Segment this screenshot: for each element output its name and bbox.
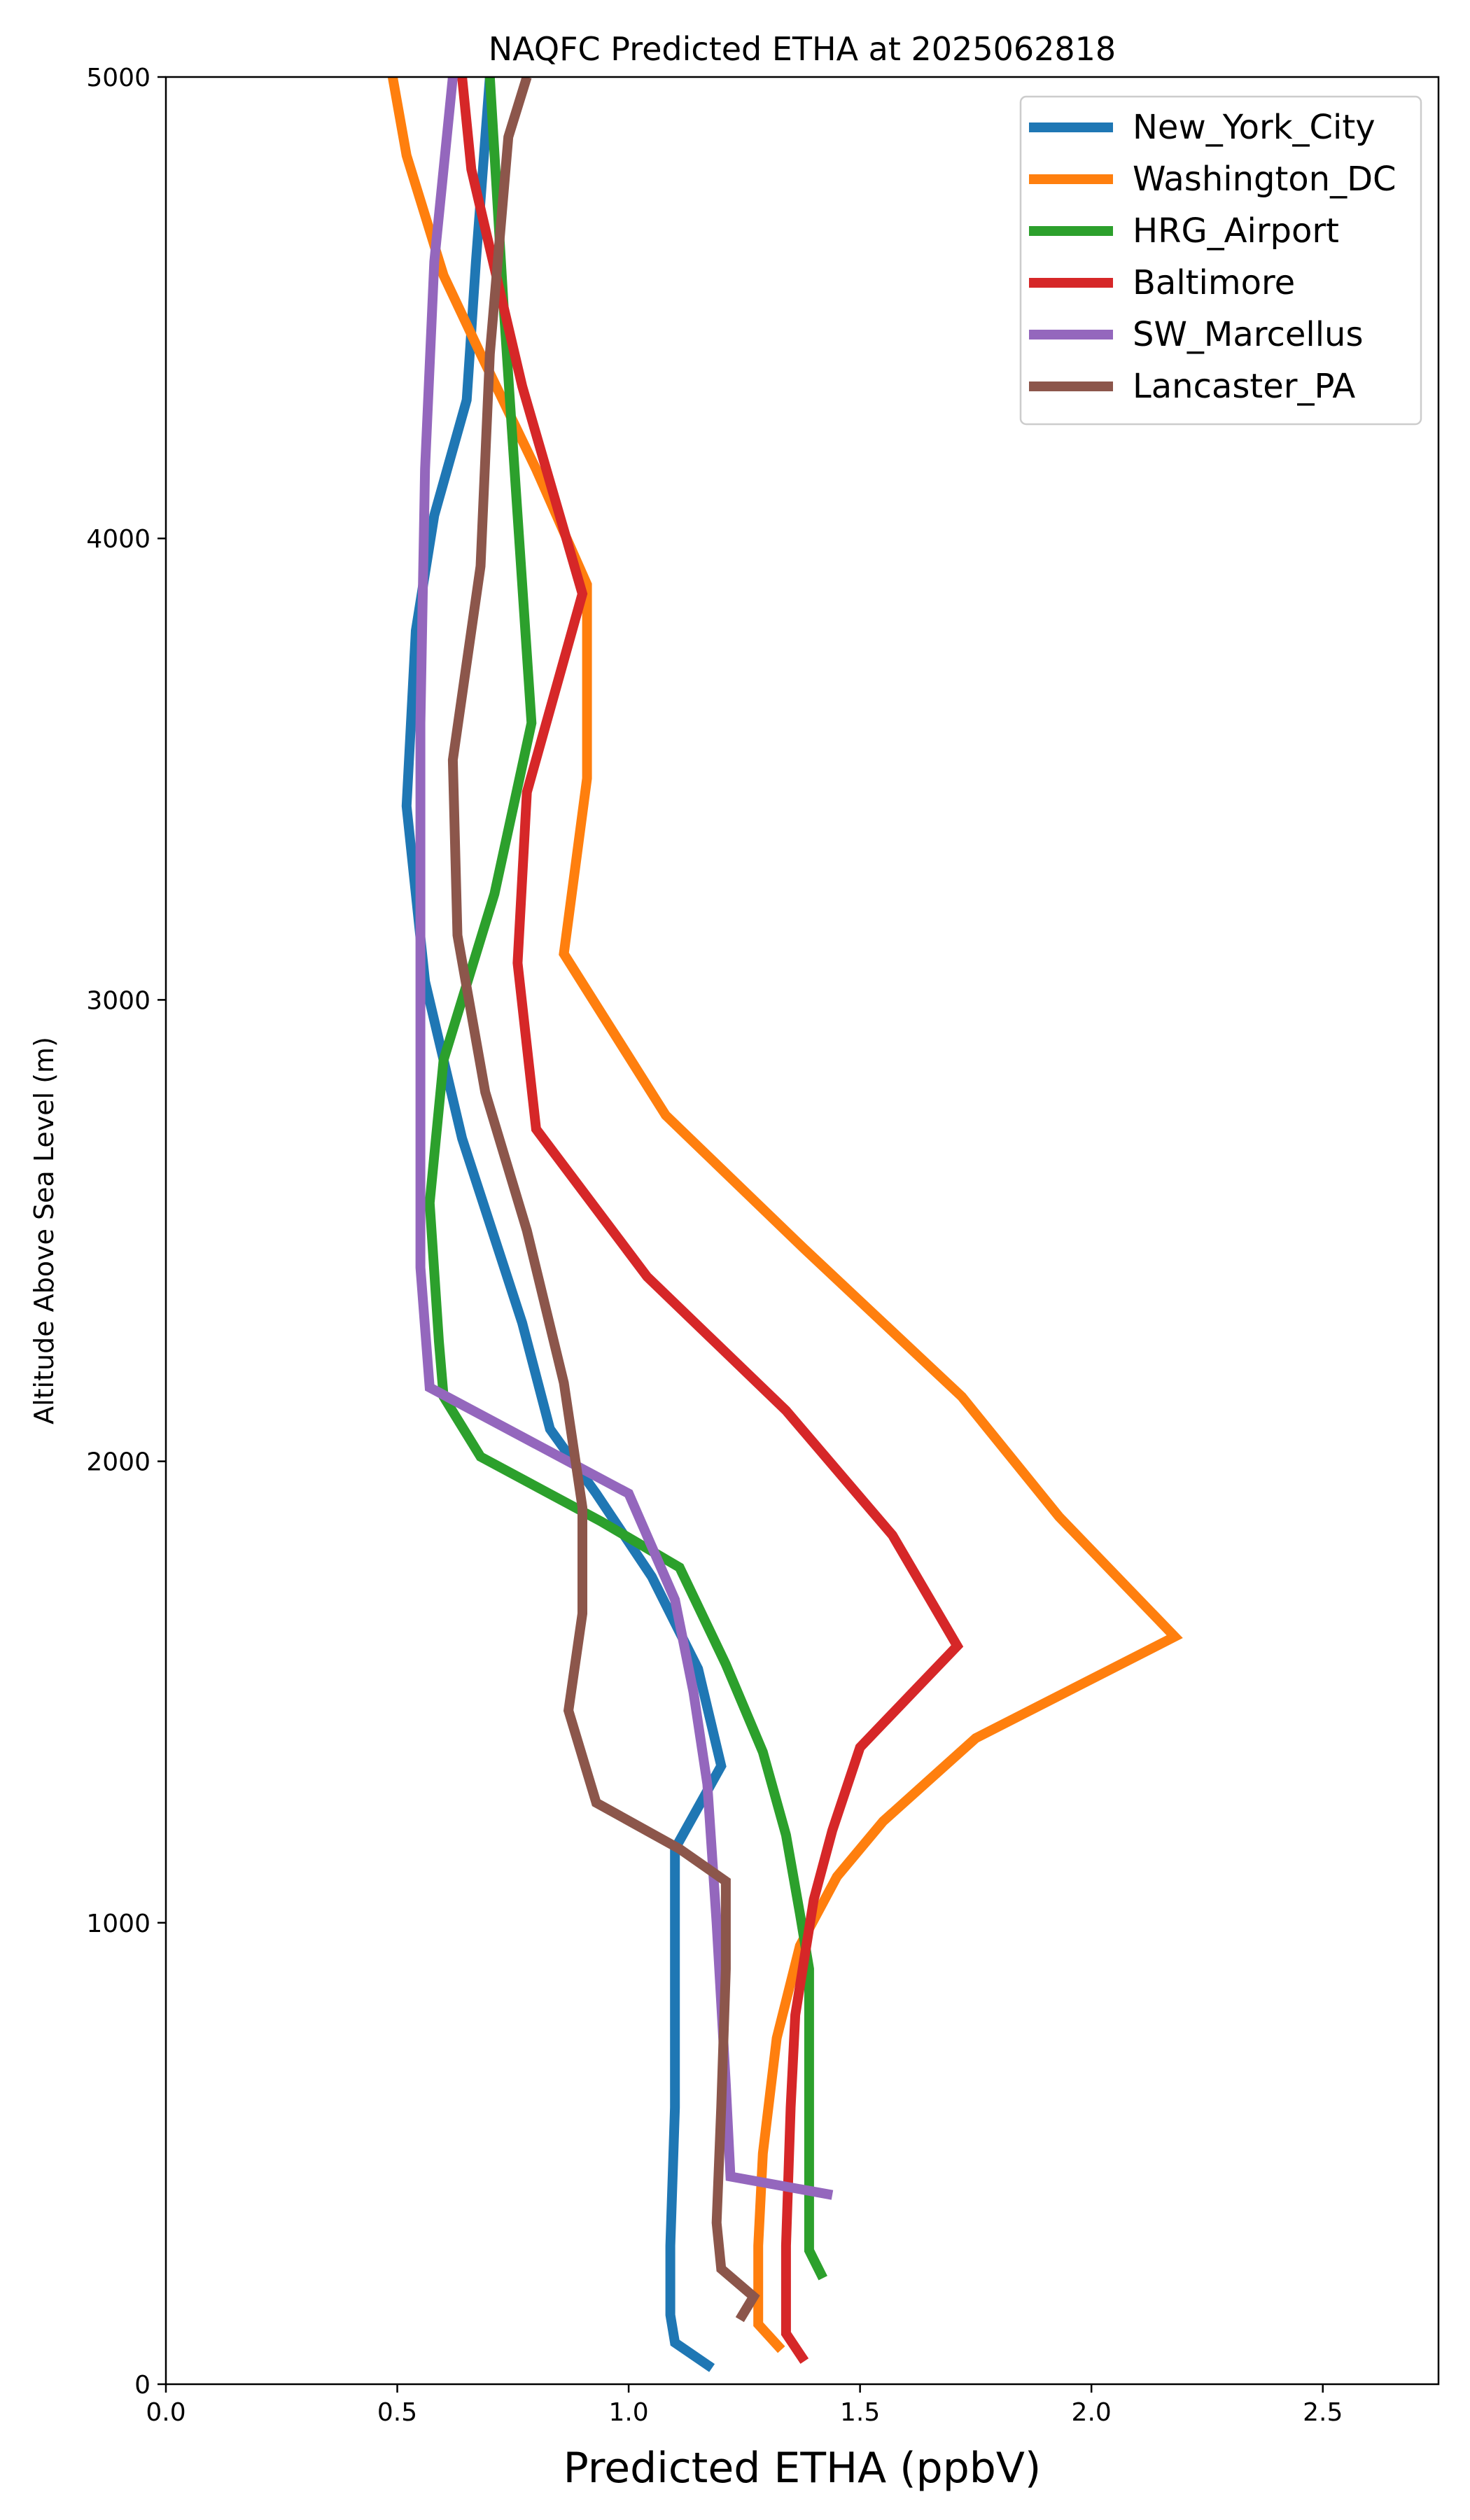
y-tick-label: 1000	[86, 1910, 150, 1938]
x-tick-label: 2.0	[1072, 2398, 1112, 2427]
x-axis-ticks: 0.0 0.5 1.0 1.5 2.0 2.5	[146, 2384, 1343, 2427]
y-tick-label: 0	[134, 2371, 150, 2400]
y-axis-ticks: 0 1000 2000 3000 4000 5000	[86, 64, 166, 2400]
legend-label: Lancaster_PA	[1133, 367, 1355, 406]
x-tick-label: 1.5	[840, 2398, 880, 2427]
series-line-baltimore	[457, 77, 964, 2364]
legend: New_York_City Washington_DC HRG_Airport Bal…	[1019, 95, 1422, 426]
series-layer	[388, 77, 1183, 2372]
x-tick-label: 0.5	[377, 2398, 417, 2427]
plot-frame	[164, 76, 1440, 2386]
x-tick-label: 2.5	[1303, 2398, 1343, 2427]
x-axis-title: Predicted ETHA (ppbV)	[564, 2444, 1042, 2493]
legend-label: New_York_City	[1133, 108, 1376, 147]
legend-box	[1019, 95, 1422, 426]
y-tick-label: 2000	[86, 1448, 150, 1477]
legend-label: Washington_DC	[1133, 160, 1396, 199]
y-tick-label: 4000	[86, 525, 150, 554]
y-tick-label: 3000	[86, 986, 150, 1015]
legend-label: Baltimore	[1133, 263, 1295, 302]
series-line-lancaster-pa	[447, 77, 760, 2323]
chart-title: NAQFC Predicted ETHA at 2025062818	[489, 30, 1116, 68]
y-tick-label: 5000	[86, 64, 150, 92]
legend-label: HRG_Airport	[1133, 211, 1339, 251]
x-tick-label: 0.0	[146, 2398, 186, 2427]
legend-label: SW_Marcellus	[1133, 315, 1363, 354]
y-axis-title: Altitude Above Sea Level (m)	[29, 1037, 59, 1424]
x-tick-label: 1.0	[608, 2398, 648, 2427]
